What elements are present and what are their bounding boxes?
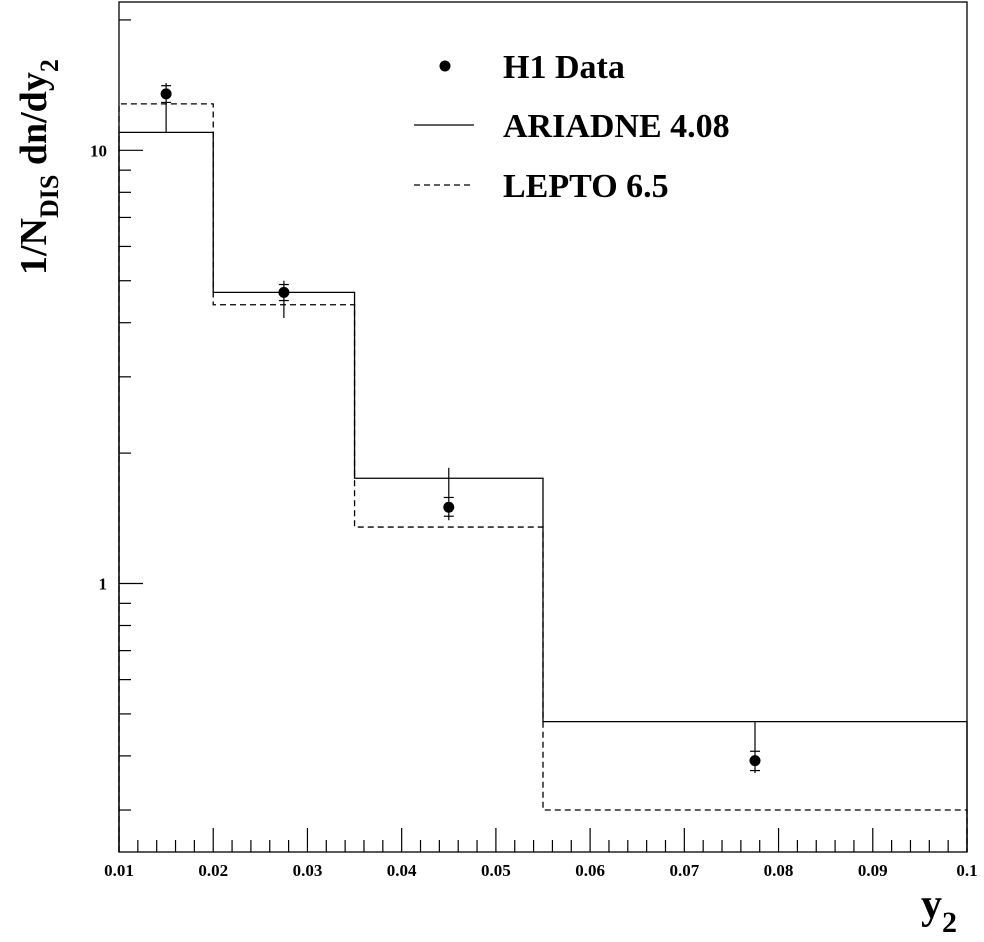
legend-label: LEPTO 6.5 (503, 168, 669, 205)
legend-marker-h1 (439, 60, 451, 72)
x-tick-label: 0.01 (104, 861, 134, 880)
y-axis-title: 1/NDIS dn/dy2 (13, 59, 64, 275)
x-tick-label: 0.1 (956, 861, 977, 880)
y-tick-label: 1 (99, 575, 108, 594)
data-point (278, 286, 290, 298)
x-tick-label: 0.05 (481, 861, 511, 880)
data-point (443, 501, 455, 513)
y-axis-ticks: 10 1 (90, 19, 143, 811)
legend-label: H1 Data (503, 49, 625, 86)
x-tick-label: 0.04 (387, 861, 417, 880)
x-tick-label: 0.02 (198, 861, 228, 880)
x-axis-ticks: 0.01 0.02 0.03 0.04 0.05 0.06 0.07 0.08 0.09 0.1 (104, 828, 978, 880)
x-tick-label: 0.08 (764, 861, 794, 880)
legend: H1 Data ARIADNE 4.08 LEPTO 6.5 (414, 49, 730, 205)
legend-label: ARIADNE 4.08 (503, 108, 730, 145)
data-point (749, 755, 761, 767)
data-point (160, 88, 172, 100)
y-tick-label: 10 (90, 141, 107, 160)
x-axis-title: y2 (921, 882, 957, 939)
data-points (160, 83, 761, 774)
x-tick-label: 0.07 (669, 861, 699, 880)
histograms (118, 103, 968, 852)
x-tick-label: 0.09 (858, 861, 888, 880)
x-tick-label: 0.03 (293, 861, 323, 880)
x-tick-label: 0.06 (575, 861, 605, 880)
